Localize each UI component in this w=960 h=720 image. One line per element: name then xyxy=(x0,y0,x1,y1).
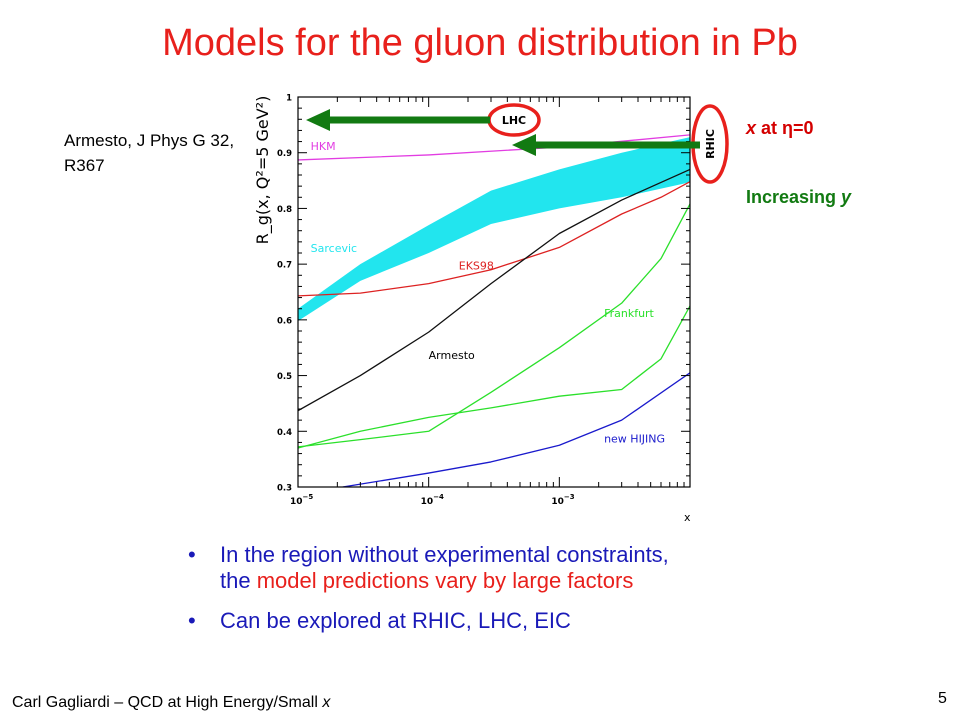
series-line-armesto xyxy=(298,168,690,412)
lhc-label: LHC xyxy=(502,114,526,127)
footer-text: Carl Gagliardi – QCD at High Energy/Smal… xyxy=(12,694,330,712)
band-sarcevic xyxy=(298,137,690,321)
bullet-2-text: Can be explored at RHIC, LHC, EIC xyxy=(220,608,571,633)
plot-layer: 0.3 0.4 0.5 0.6 0.7 0.8 0.9 1 10−5 10−4 10−3 HKM EKS… xyxy=(277,94,691,507)
y-tick-label: 0.6 xyxy=(277,316,292,326)
y-tick-label: 0.3 xyxy=(277,484,292,494)
series-line-frankfurt xyxy=(298,203,690,448)
at-text: at xyxy=(756,118,783,138)
lhc-arrow-head xyxy=(306,109,330,131)
y-tick-label: 1 xyxy=(286,94,292,104)
series-line-hkm xyxy=(298,134,690,161)
series-label-sarcevic: Sarcevic xyxy=(311,242,357,255)
page-number: 5 xyxy=(938,690,947,707)
plot-frame xyxy=(297,96,691,488)
y-axis-title: R_g(x, Q²=5 GeV²) xyxy=(253,96,273,245)
y-tick-label: 0.4 xyxy=(277,428,292,438)
bullet-1-line-2-prefix: the xyxy=(220,568,257,593)
x-tick-label: 10−3 xyxy=(551,493,574,507)
footer-main: Carl Gagliardi – QCD at High Energy/Smal… xyxy=(12,694,323,711)
x-axis-title: x xyxy=(684,511,691,524)
bullet-1-line-1: In the region without experimental const… xyxy=(220,542,669,567)
series-label-eks98: EKS98 xyxy=(459,260,494,273)
slide-title: Models for the gluon distribution in Pb xyxy=(162,22,798,64)
eta-symbol: η xyxy=(782,118,794,138)
x-at-eta-annotation: x at η=0 xyxy=(746,118,814,139)
bullet-1-line-2-highlight: model predictions vary by large factors xyxy=(256,568,634,593)
x-tick-label: 10−5 xyxy=(290,493,313,507)
lhc-arrow xyxy=(306,109,490,131)
citation: Armesto, J Phys G 32, R367 xyxy=(64,131,235,175)
y-tick-label: 0.5 xyxy=(277,372,292,382)
x-tick-label: 10−4 xyxy=(421,493,444,507)
series-line-new-hijing xyxy=(342,372,690,487)
bullet-marker: • xyxy=(188,608,196,633)
bullet-marker: • xyxy=(188,542,196,567)
bullet-item-1: • In the region without experimental con… xyxy=(188,542,908,594)
series-label-new-hijing: new HIJING xyxy=(604,432,665,445)
rhic-arrow xyxy=(512,134,700,156)
rhic-arrow-head xyxy=(512,134,536,156)
x-symbol: x xyxy=(746,118,757,138)
y-tick-label: 0.8 xyxy=(277,205,292,215)
series-label-frankfurt: Frankfurt xyxy=(604,307,654,320)
lhc-marker: LHC xyxy=(487,103,541,137)
y-symbol: y xyxy=(841,187,852,207)
bullet-list: • In the region without experimental con… xyxy=(188,542,908,648)
rhic-label: RHIC xyxy=(704,129,717,159)
series-label-hkm: HKM xyxy=(311,140,336,153)
series-label-armesto: Armesto xyxy=(429,349,475,362)
footer-x: x xyxy=(322,694,331,711)
increasing-text: Increasing xyxy=(746,187,842,207)
y-tick-label: 0.7 xyxy=(277,261,292,271)
y-axis-title-text: R_g(x, Q²=5 GeV²) xyxy=(253,96,273,245)
y-tick-label: 0.9 xyxy=(277,149,292,159)
equals-zero-text: =0 xyxy=(793,118,814,138)
bullet-item-2: • Can be explored at RHIC, LHC, EIC xyxy=(188,608,908,634)
increasing-y-annotation: Increasing y xyxy=(746,187,851,208)
series-line-frankfurt-lower xyxy=(298,305,690,449)
